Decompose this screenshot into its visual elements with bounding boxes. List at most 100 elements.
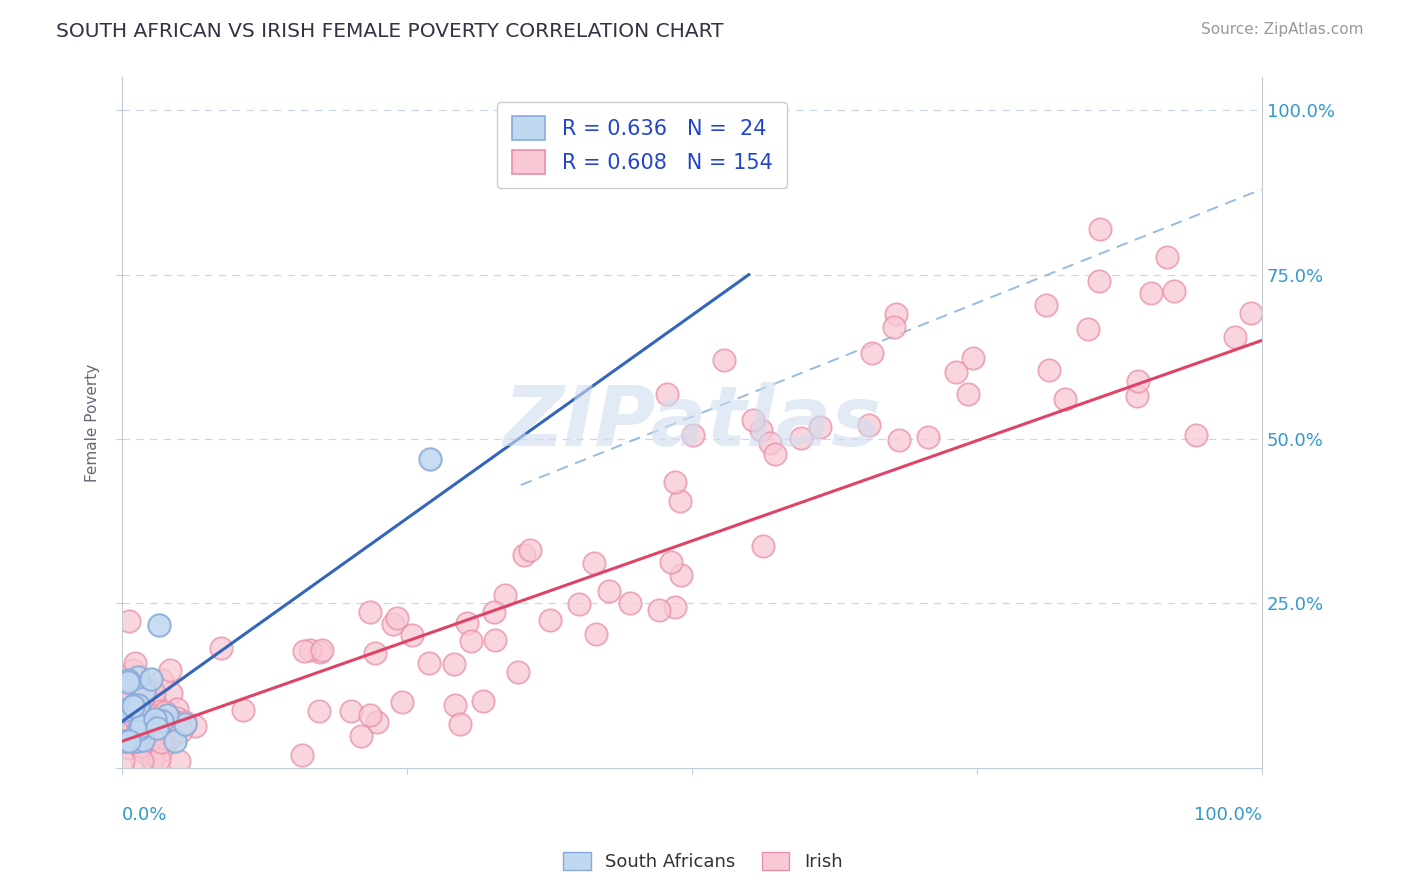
Point (143, 700, 166, 714)
Point (858, 418, 880, 433)
Point (121, 731, 143, 745)
Point (127, 723, 149, 737)
Point (884, 307, 907, 321)
Point (165, 715, 187, 730)
Point (484, 633, 506, 648)
Point (128, 722, 150, 736)
Point (121, 721, 143, 735)
Point (111, 701, 134, 715)
Point (568, 597, 591, 611)
Point (668, 494, 690, 508)
Point (118, 682, 141, 697)
Point (132, 687, 155, 701)
Point (131, 754, 153, 768)
Point (659, 555, 682, 569)
Point (232, 703, 254, 717)
Point (127, 670, 149, 684)
Point (135, 680, 157, 694)
Point (149, 704, 172, 718)
Point (382, 616, 405, 631)
Point (443, 657, 465, 671)
Point (118, 698, 141, 713)
Point (889, 434, 911, 448)
Point (741, 413, 763, 427)
Point (166, 702, 188, 716)
Point (1239, 305, 1261, 319)
Point (156, 727, 179, 741)
Point (456, 615, 478, 630)
Point (648, 603, 671, 617)
Point (585, 626, 607, 640)
Point (1054, 392, 1077, 406)
Point (122, 698, 145, 713)
Point (166, 711, 188, 725)
Y-axis label: Female Poverty: Female Poverty (86, 363, 100, 482)
Point (472, 693, 495, 707)
Point (124, 657, 146, 671)
Point (418, 657, 440, 671)
Point (122, 697, 145, 711)
Point (519, 542, 541, 557)
Point (111, 713, 134, 727)
Point (582, 556, 605, 570)
Point (669, 568, 692, 582)
Text: 0.0%: 0.0% (122, 805, 167, 823)
Point (482, 606, 505, 620)
Point (150, 673, 173, 687)
Point (127, 690, 149, 704)
Point (1128, 374, 1150, 388)
Point (135, 729, 157, 743)
Point (174, 717, 197, 731)
Point (291, 747, 314, 762)
Point (957, 387, 980, 401)
Point (789, 431, 811, 445)
Point (112, 731, 135, 745)
Point (962, 351, 984, 365)
Point (170, 723, 193, 738)
Point (619, 596, 641, 610)
Point (129, 689, 152, 703)
Point (1077, 322, 1099, 336)
Point (165, 734, 187, 748)
Point (359, 708, 381, 723)
Point (111, 694, 134, 708)
Point (141, 754, 163, 768)
Point (148, 752, 170, 766)
Point (114, 719, 136, 733)
Point (350, 729, 373, 743)
Point (749, 424, 772, 438)
Point (150, 735, 173, 749)
Point (162, 730, 184, 744)
Point (156, 708, 179, 723)
Point (124, 714, 146, 729)
Point (364, 646, 387, 660)
Point (752, 539, 775, 553)
Point (141, 739, 163, 754)
Point (143, 686, 166, 700)
Point (391, 694, 413, 708)
Point (111, 754, 134, 768)
Point (132, 690, 155, 704)
Point (134, 680, 156, 694)
Point (664, 475, 686, 489)
Point (419, 451, 441, 466)
Point (160, 685, 183, 699)
Point (311, 643, 333, 657)
Point (142, 753, 165, 767)
Point (152, 712, 174, 726)
Point (494, 588, 516, 602)
Point (1126, 388, 1149, 402)
Point (115, 717, 138, 731)
Point (366, 714, 388, 729)
Point (111, 694, 134, 708)
Point (167, 754, 190, 768)
Point (174, 714, 197, 729)
Point (124, 670, 146, 684)
Point (114, 692, 136, 706)
Point (538, 613, 561, 627)
Point (713, 352, 735, 367)
Point (460, 634, 482, 648)
Point (117, 734, 139, 748)
Point (1163, 284, 1185, 298)
Legend: South Africans, Irish: South Africans, Irish (557, 845, 849, 879)
